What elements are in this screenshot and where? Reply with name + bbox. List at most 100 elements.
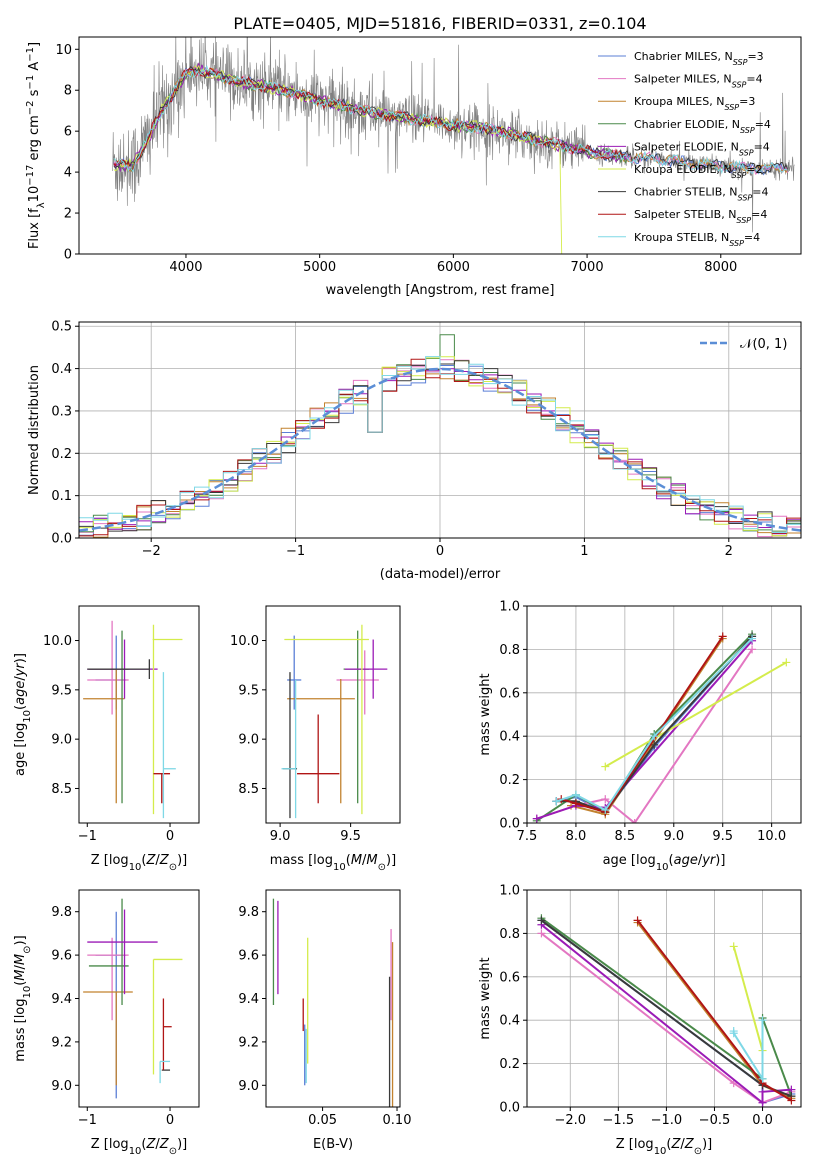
errorbar-salpeter-elodie [87, 909, 158, 995]
y-tick-label: 10.0 [43, 634, 72, 649]
x-tick-label: 8000 [704, 260, 737, 275]
y-tick-label: 9.4 [51, 992, 72, 1007]
errorbar-kroupa-miles [83, 669, 125, 804]
weight-marker [537, 929, 546, 938]
y-tick-label: 9.0 [51, 733, 72, 748]
x-tick-label: 0 [166, 829, 174, 844]
y-tick-label: 0.4 [51, 362, 72, 377]
x-tick-label: 5000 [303, 260, 336, 275]
y-axis-label: Flux [fλ10−17 erg cm−2 s−1 A−1] [25, 42, 47, 249]
x-axis-label: E(B-V) [313, 1137, 353, 1152]
plot-area-age_vs_Z [83, 620, 183, 819]
y-tick-label: 4 [64, 166, 72, 181]
errorbar-kroupa-stelib [159, 1060, 171, 1084]
y-tick-label: 0.2 [499, 773, 520, 788]
x-axis-label: mass [log10(M/M⊙)] [270, 853, 396, 873]
axes-frame [78, 36, 802, 255]
y-axis-label: age [log10(age/yr)] [13, 653, 33, 776]
weight-series-salpeter-stelib [557, 632, 727, 817]
y-tick-label: 0.0 [499, 1101, 520, 1116]
weight-marker [601, 805, 610, 814]
legend-entry: Kroupa ELODIE, NSSP=2 [634, 163, 763, 180]
panel-age_vs_Z: −1 0 8.5 9.0 9.5 10.0 [43, 605, 200, 844]
y-tick-label: 0.8 [499, 643, 520, 658]
weight-marker [601, 762, 610, 771]
model-spectrum-chabrier-stelib [113, 66, 789, 175]
weight-marker [650, 740, 659, 749]
residual-histogram-kroupa-stelib [79, 356, 801, 533]
x-tick-label: 10.0 [757, 829, 786, 844]
x-tick-label: 9.5 [340, 829, 361, 844]
x-tick-label: 0 [166, 1113, 174, 1128]
errorbar-kroupa-elodie [152, 624, 183, 815]
y-tick-label: 0.2 [51, 447, 72, 462]
spectrum-legend: Chabrier MILES, NSSP=3 Salpeter MILES, NS… [598, 50, 771, 247]
plot-area-mass_vs_Z [83, 898, 183, 1099]
weight-series-kroupa-elodie [601, 658, 791, 771]
weight-marker [601, 795, 610, 804]
x-tick-label: 8.5 [615, 829, 636, 844]
panel-spectrum: 4000 5000 6000 7000 8000 0 2 4 6 8 10 [55, 36, 802, 275]
weight-marker [571, 790, 580, 799]
axes-frame [265, 889, 401, 1108]
y-tick-label: 9.6 [238, 949, 259, 964]
x-tick-label: 0.0 [752, 1113, 773, 1128]
panel-mass_vs_ebv: 0.05 0.10 9.0 9.2 9.4 9.6 9.8 [238, 889, 411, 1128]
errorbar-kroupa-stelib [162, 672, 176, 819]
y-tick-label: 0.4 [499, 730, 520, 745]
y-tick-label: 0.0 [51, 532, 72, 547]
x-axis-label: Z [log10(Z/Z⊙)] [91, 1137, 188, 1157]
x-tick-label: 8.0 [566, 829, 587, 844]
legend-entry: Chabrier STELIB, NSSP=4 [634, 186, 768, 203]
legend-entry: Chabrier MILES, NSSP=3 [634, 50, 764, 67]
weight-marker [787, 1096, 796, 1105]
y-tick-label: 0.1 [51, 489, 72, 504]
errorbar-chabrier-stelib [282, 672, 298, 819]
errorbar-salpeter-elodie [344, 639, 388, 699]
y-tick-label: 0.2 [499, 1057, 520, 1072]
errorbar-kroupa-miles [83, 991, 133, 1086]
y-tick-label: 9.8 [238, 905, 259, 920]
plot-area-residuals [79, 334, 801, 538]
x-axis-label: (data-model)/error [380, 567, 501, 582]
weight-marker [758, 1074, 767, 1083]
errorbar-salpeter-stelib [162, 998, 172, 1071]
observed-spectrum [112, 37, 795, 233]
y-tick-label: 0.6 [499, 686, 520, 701]
chart-title: PLATE=0405, MJD=51816, FIBERID=0331, z=0… [233, 14, 646, 33]
weight-marker [552, 797, 561, 806]
axes-frame [526, 605, 802, 824]
y-tick-label: 0.3 [51, 404, 72, 419]
y-axis-label: Normed distribution [27, 365, 42, 495]
x-tick-label: −0.5 [699, 1113, 731, 1128]
y-tick-label: 10.0 [230, 634, 259, 649]
x-tick-label: 9.0 [663, 829, 684, 844]
residual-histogram-salpeter-stelib [79, 358, 801, 537]
x-tick-label: 6000 [437, 260, 470, 275]
errorbar-salpeter-stelib [153, 773, 171, 804]
errorbar-chabrier-stelib [87, 659, 150, 679]
weight-marker [758, 1098, 767, 1107]
x-axis-label: age [log10(age/yr)] [603, 853, 726, 873]
y-tick-label: 9.2 [51, 1035, 72, 1050]
y-tick-label: 2 [64, 207, 72, 222]
y-tick-label: 9.4 [238, 992, 259, 1007]
y-tick-label: 0.6 [499, 970, 520, 985]
y-tick-label: 0 [64, 248, 72, 263]
y-tick-label: 10 [55, 43, 72, 58]
x-tick-label: 1 [580, 544, 588, 559]
errorbar-kroupa-stelib [281, 679, 297, 819]
weight-series-kroupa-miles [567, 634, 727, 819]
weight-marker [729, 1029, 738, 1038]
weight-marker [748, 634, 757, 643]
y-tick-label: 0.0 [499, 817, 520, 832]
weight-marker [782, 658, 791, 667]
y-axis-label: mass weight [478, 673, 493, 755]
legend-entry: Chabrier ELODIE, NSSP=4 [634, 118, 771, 135]
y-tick-label: 8 [64, 84, 72, 99]
plot-area-age_vs_mass [281, 624, 388, 819]
weight-marker [758, 1016, 767, 1025]
legend-entry: Salpeter MILES, NSSP=4 [634, 73, 763, 90]
x-tick-label: 7000 [571, 260, 604, 275]
errorbar-kroupa-elodie [284, 624, 369, 815]
